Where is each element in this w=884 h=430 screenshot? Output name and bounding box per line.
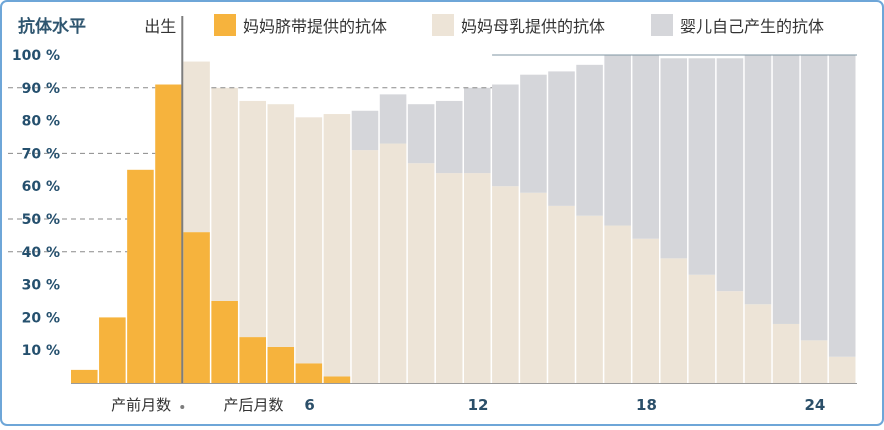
y-axis-title: 抗体水平 [18, 16, 86, 37]
bar-segment-s1-5 [183, 232, 210, 383]
bar-segment-s2-7 [239, 100, 266, 338]
bar-segment-s2-16 [492, 186, 519, 383]
birth-marker-dot [180, 405, 185, 409]
bar-segment-s3-27 [800, 55, 828, 341]
bar-segment-s3-18 [548, 71, 575, 206]
bar-segment-s1-3 [127, 169, 154, 383]
bar-segment-s2-12 [379, 143, 407, 383]
y-tick-label-80: 80 % [22, 114, 60, 130]
bar-segment-s2-17 [520, 192, 547, 383]
bar-segment-s1-7 [239, 337, 266, 383]
bar-segment-s2-6 [211, 87, 238, 301]
legend-swatch-1 [214, 14, 236, 36]
x-axis-label-5: 18 [636, 396, 657, 414]
x-axis-label-1: 产前月数 [111, 396, 171, 414]
bar-segment-s2-11 [351, 150, 379, 383]
bar-segment-s2-5 [183, 61, 210, 233]
bar-segment-s2-15 [464, 173, 491, 383]
x-axis-label-4: 12 [468, 396, 489, 414]
bar-segment-s3-25 [744, 55, 772, 305]
y-tick-label-20: 20 % [22, 310, 60, 326]
y-tick-label-40: 40 % [22, 245, 60, 261]
bar-segment-s3-13 [407, 104, 435, 164]
bar-segment-s2-13 [407, 163, 435, 383]
bar-segment-s2-18 [548, 205, 575, 383]
bar-segment-s3-12 [379, 94, 407, 144]
bar-segment-s2-27 [800, 340, 828, 383]
bar-segment-s3-17 [520, 74, 547, 193]
y-tick-label-60: 60 % [22, 179, 60, 195]
y-tick-label-90: 90 % [22, 81, 60, 97]
bar-segment-s3-22 [660, 58, 688, 259]
legend-swatch-3 [651, 14, 673, 36]
bar-segment-s2-25 [744, 304, 772, 383]
bar-segment-s1-4 [155, 84, 182, 384]
x-axis-label-6: 24 [804, 396, 825, 414]
bar-segment-s2-21 [632, 238, 659, 383]
y-tick-label-30: 30 % [22, 278, 60, 294]
bar-segment-s2-10 [323, 114, 351, 377]
legend-swatch-2 [432, 14, 454, 36]
bar-segment-s3-28 [828, 55, 856, 357]
x-axis-label-2: 产后月数 [223, 396, 283, 414]
bar-segment-s3-20 [604, 55, 631, 226]
y-tick-label-10: 10 % [22, 343, 60, 359]
bar-segment-s2-14 [435, 173, 463, 383]
bar-segment-s2-8 [267, 104, 295, 347]
bar-segment-s3-21 [632, 55, 659, 239]
bar-segment-s3-26 [772, 55, 800, 324]
bar-segment-s2-28 [828, 356, 856, 383]
bar-segment-s2-9 [295, 117, 323, 364]
bar-segment-s2-22 [660, 258, 688, 383]
bar-segment-s3-14 [435, 100, 463, 174]
bar-segment-s3-23 [688, 58, 716, 275]
bar-segment-s1-1 [71, 369, 98, 383]
birth-label: 出生 [144, 17, 176, 36]
bar-segment-s2-24 [716, 291, 744, 383]
bar-segment-s1-8 [267, 346, 295, 383]
bar-segment-s3-15 [464, 87, 491, 174]
y-tick-label-50: 50 % [22, 212, 60, 228]
bar-segment-s3-16 [492, 84, 519, 187]
bar-segment-s3-11 [351, 110, 379, 151]
bar-segment-s1-6 [211, 301, 238, 383]
y-tick-label-100: 100 % [12, 48, 60, 64]
legend-label-3: 婴儿自己产生的抗体 [680, 17, 824, 36]
legend-label-2: 妈妈母乳提供的抗体 [461, 17, 605, 36]
y-tick-label-70: 70 % [22, 146, 60, 162]
bar-segment-s2-19 [576, 215, 603, 383]
bar-segment-s3-19 [576, 64, 603, 216]
bar-segment-s1-2 [99, 317, 126, 383]
x-axis-label-3: 6 [304, 396, 314, 414]
legend-label-1: 妈妈脐带提供的抗体 [243, 17, 387, 36]
bar-segment-s2-20 [604, 225, 631, 383]
bar-segment-s1-9 [295, 363, 323, 383]
bar-segment-s1-10 [323, 376, 351, 383]
bar-segment-s3-24 [716, 58, 744, 292]
bar-segment-s2-23 [688, 274, 716, 383]
bar-segment-s2-26 [772, 323, 800, 383]
